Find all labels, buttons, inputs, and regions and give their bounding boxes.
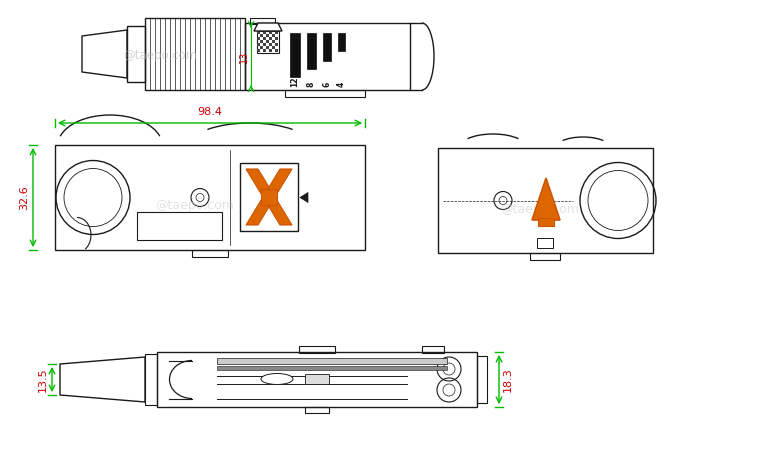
Text: 32.6: 32.6 — [19, 185, 29, 210]
Text: @taepo.com: @taepo.com — [500, 203, 580, 217]
Bar — [137, 212, 222, 240]
Bar — [275, 43, 278, 46]
Bar — [217, 366, 447, 370]
Polygon shape — [82, 30, 127, 78]
Bar — [266, 34, 269, 37]
Bar — [272, 34, 275, 37]
Bar — [275, 49, 278, 52]
Bar — [285, 90, 365, 97]
Bar — [269, 49, 272, 52]
Bar — [263, 37, 266, 40]
Text: @taepo.com: @taepo.com — [123, 49, 197, 61]
Bar — [257, 37, 260, 40]
Polygon shape — [60, 357, 145, 402]
Text: @taepo.com: @taepo.com — [156, 199, 234, 211]
Bar — [245, 23, 410, 90]
Polygon shape — [246, 169, 292, 225]
Bar — [55, 145, 365, 250]
Bar — [257, 31, 279, 53]
Bar — [261, 189, 277, 205]
Ellipse shape — [261, 373, 293, 385]
Polygon shape — [300, 193, 308, 202]
Text: 8: 8 — [307, 82, 316, 87]
Bar — [240, 163, 298, 231]
Bar — [537, 238, 553, 248]
Bar — [269, 37, 272, 40]
Bar — [192, 250, 228, 257]
Bar — [217, 358, 447, 364]
Text: 13.5: 13.5 — [38, 367, 48, 392]
Bar — [290, 33, 300, 77]
Text: 6: 6 — [323, 82, 331, 87]
Bar — [145, 18, 245, 90]
Bar — [323, 33, 331, 61]
Bar — [266, 40, 269, 43]
Bar — [275, 37, 278, 40]
Bar — [250, 18, 275, 24]
Bar — [538, 218, 554, 226]
Bar — [275, 31, 278, 34]
Text: 13: 13 — [239, 51, 249, 63]
Bar — [422, 346, 444, 353]
Bar — [272, 40, 275, 43]
Bar — [299, 346, 335, 353]
Bar — [263, 43, 266, 46]
Bar — [260, 46, 263, 49]
Bar — [266, 46, 269, 49]
Bar — [269, 43, 272, 46]
Text: 12: 12 — [290, 76, 300, 87]
Bar — [127, 26, 145, 82]
Bar — [260, 34, 263, 37]
Polygon shape — [532, 178, 560, 220]
Bar — [257, 31, 260, 34]
Text: 4: 4 — [337, 82, 346, 87]
Bar — [145, 354, 157, 405]
Text: 98.4: 98.4 — [198, 107, 223, 117]
Bar — [263, 31, 266, 34]
Text: 18.3: 18.3 — [503, 367, 513, 392]
Bar — [530, 253, 560, 260]
Bar — [257, 49, 260, 52]
Bar — [263, 49, 266, 52]
Bar — [438, 148, 653, 253]
Bar — [260, 40, 263, 43]
Bar — [477, 356, 487, 403]
Bar — [305, 407, 329, 413]
Bar — [305, 374, 329, 384]
Polygon shape — [254, 23, 282, 31]
Bar — [257, 43, 260, 46]
Bar — [269, 31, 272, 34]
Bar — [307, 33, 316, 69]
Bar — [338, 33, 345, 51]
Polygon shape — [246, 169, 292, 225]
Bar — [272, 46, 275, 49]
Bar — [157, 352, 477, 407]
